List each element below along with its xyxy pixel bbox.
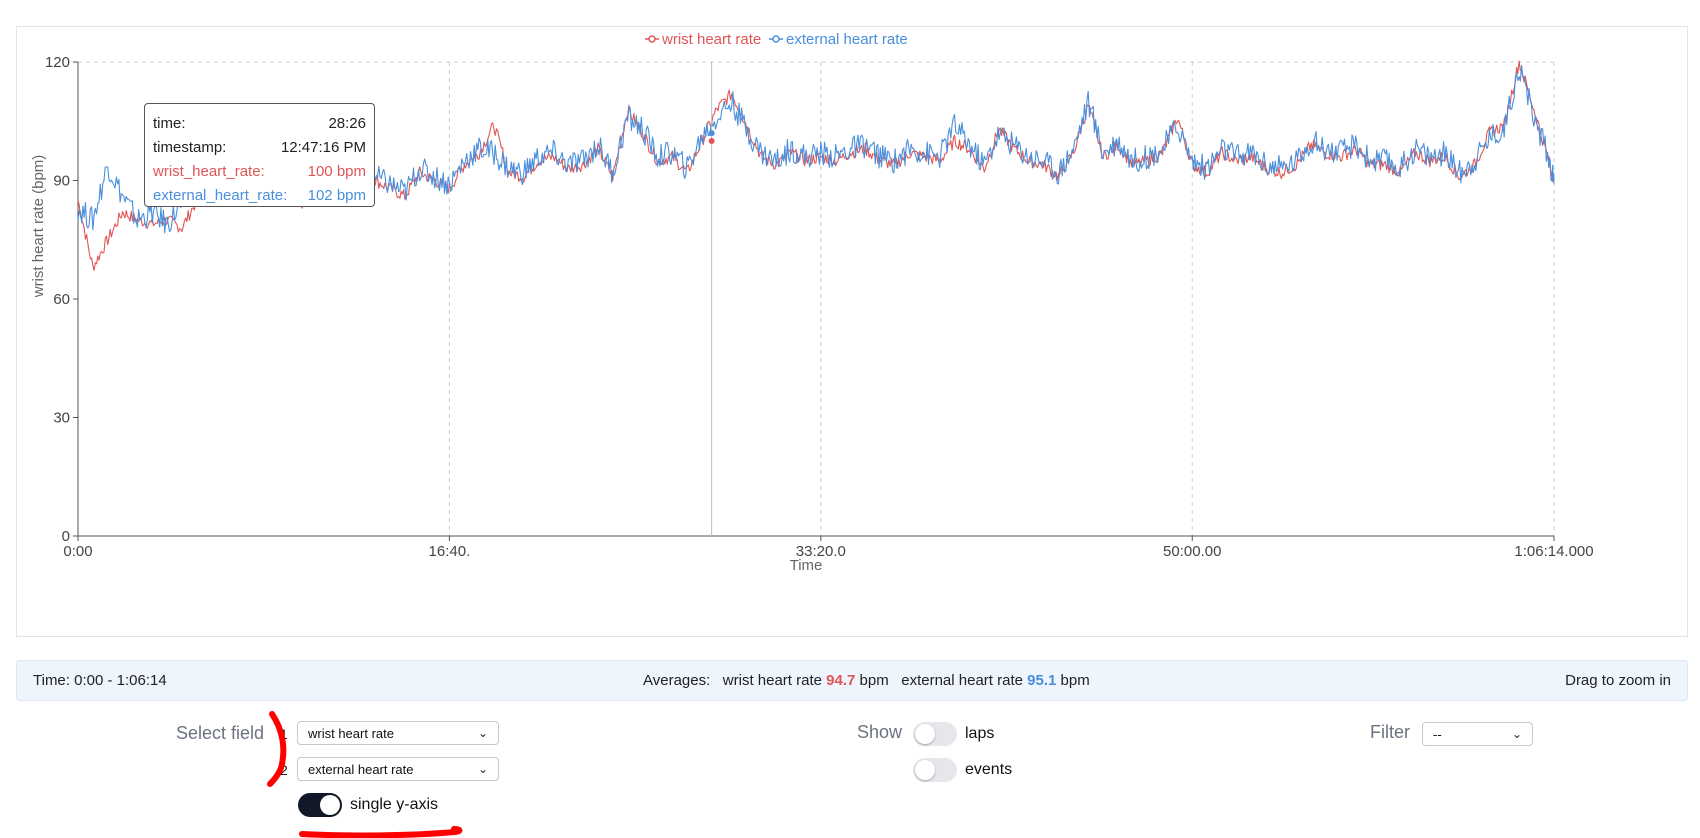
legend-marker-icon — [772, 35, 780, 43]
y-tick-label: 0 — [62, 528, 70, 545]
x-tick-label: 16:40. — [429, 543, 471, 560]
cursor-layer — [708, 62, 715, 536]
x-axis-title: Time — [790, 557, 823, 574]
averages: Averages: wrist heart rate 94.7 bpm exte… — [643, 672, 1090, 689]
toggle-knob — [320, 795, 340, 815]
tooltip-wrist-value: 100 bpm — [307, 163, 366, 180]
y-axis-title: wrist heart rate (bpm) — [30, 155, 47, 299]
filter-select[interactable]: -- ⌄ — [1422, 722, 1533, 746]
laps-label: laps — [965, 725, 995, 742]
avg-unit: bpm — [1060, 672, 1090, 689]
axes-layer: 0 30 60 90 120 0:00 16:40. 33:20.0 50:00.00 1:06:… — [45, 54, 1594, 560]
laps-toggle[interactable] — [913, 722, 957, 746]
x-tick-label: 33:20.0 — [796, 543, 846, 560]
legend-label-wrist: wrist heart rate — [661, 31, 761, 48]
cursor-point-wrist — [708, 138, 715, 144]
chevron-down-icon: ⌄ — [477, 762, 488, 776]
avg-unit: bpm — [859, 672, 889, 689]
y-tick-label: 30 — [53, 410, 70, 427]
avg-external-label: external heart rate — [901, 672, 1023, 689]
field1-index: 1 — [280, 726, 288, 742]
cursor-point-external — [708, 130, 715, 137]
grid-layer — [78, 61, 1555, 536]
chart-panel[interactable]: 0 30 60 90 120 0:00 16:40. 33:20.0 50:00.00 1:06:… — [16, 26, 1688, 637]
annotation-underline — [299, 826, 463, 838]
summary-bar: Time: 0:00 - 1:06:14 Averages: wrist hea… — [16, 660, 1688, 701]
tooltip-time-value: 28:26 — [328, 115, 366, 132]
toggle-knob — [915, 760, 935, 780]
zoom-hint: Drag to zoom in — [1565, 672, 1671, 689]
select-field-label: Select field — [176, 723, 265, 743]
time-range: Time: 0:00 - 1:06:14 — [33, 672, 167, 689]
chevron-down-icon: ⌄ — [1511, 727, 1522, 741]
field2-value: external heart rate — [308, 761, 414, 777]
single-y-axis-label: single y-axis — [350, 796, 439, 813]
tooltip-wrist-label: wrist_heart_rate: — [153, 163, 265, 180]
field1-select[interactable]: wrist heart rate ⌄ — [297, 721, 499, 745]
field2-select[interactable]: external heart rate ⌄ — [297, 757, 499, 781]
tooltip-external-value: 102 bpm — [307, 187, 366, 204]
chart-tooltip: time: 28:26 timestamp: 12:47:16 PM wrist… — [144, 103, 375, 207]
toggle-knob — [915, 724, 935, 744]
x-tick-label: 0:00 — [63, 543, 92, 560]
events-toggle[interactable] — [913, 758, 957, 782]
events-label: events — [965, 761, 1013, 778]
avg-external-value: 95.1 — [1027, 672, 1057, 689]
legend-item-external[interactable]: external heart rate — [769, 31, 908, 48]
field1-value: wrist heart rate — [308, 725, 394, 741]
legend[interactable]: wrist heart rate external heart rate — [645, 31, 908, 48]
filter-value: -- — [1433, 726, 1442, 742]
averages-label: Averages: — [643, 672, 711, 689]
y-tick-label: 60 — [53, 291, 70, 308]
legend-item-wrist[interactable]: wrist heart rate — [645, 31, 761, 48]
show-label: Show — [857, 722, 903, 742]
legend-marker-icon — [648, 35, 656, 43]
tooltip-external-label: external_heart_rate: — [153, 187, 288, 204]
tooltip-time-label: time: — [153, 115, 186, 132]
single-y-axis-toggle[interactable] — [298, 793, 342, 817]
filter-label: Filter — [1370, 722, 1410, 742]
tooltip-timestamp-value: 12:47:16 PM — [280, 139, 366, 156]
x-tick-label: 50:00.00 — [1163, 543, 1221, 560]
avg-wrist-label: wrist heart rate — [722, 672, 822, 689]
legend-label-external: external heart rate — [786, 31, 908, 48]
chevron-down-icon: ⌄ — [477, 726, 488, 740]
x-tick-label: 1:06:14.000 — [1514, 543, 1593, 560]
y-tick-label: 120 — [45, 54, 70, 71]
avg-wrist-value: 94.7 — [826, 672, 856, 689]
field2-index: 2 — [280, 762, 288, 778]
y-tick-label: 90 — [53, 173, 70, 190]
tooltip-timestamp-label: timestamp: — [153, 139, 227, 156]
